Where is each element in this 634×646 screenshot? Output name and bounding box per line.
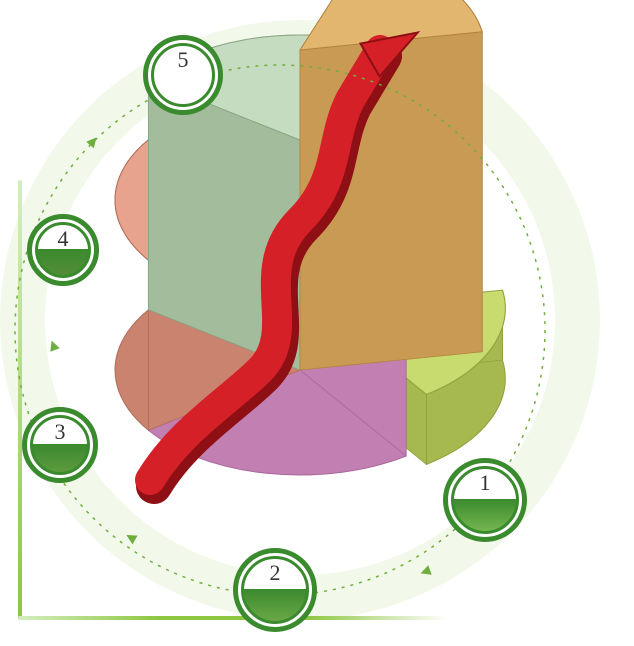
step-node-5-label: 5: [173, 47, 193, 73]
step-node-2-label: 2: [265, 560, 285, 586]
axis-horizontal: [18, 616, 448, 620]
infographic-stage: 1 2 3 4 5: [0, 0, 634, 646]
step-node-3-label: 3: [50, 419, 70, 445]
axis-vertical: [18, 180, 22, 620]
step-node-1-label: 1: [475, 470, 495, 496]
step-node-4-label: 4: [53, 226, 73, 252]
